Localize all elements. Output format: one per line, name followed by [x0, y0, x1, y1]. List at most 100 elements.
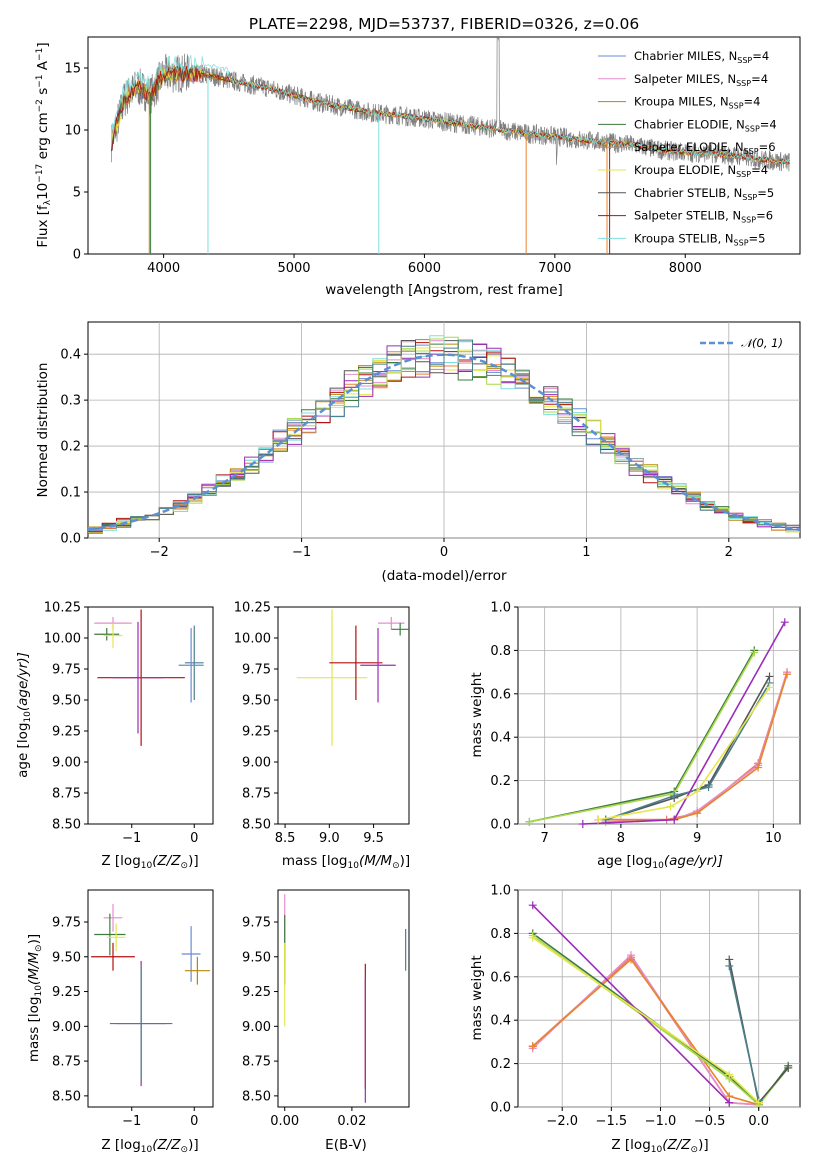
weight-marker: [704, 783, 713, 792]
legend-label: Kroupa ELODIE, NSSP=4: [634, 163, 768, 179]
weight-marker: [780, 618, 789, 627]
y-tick-label: 0.8: [490, 644, 511, 659]
x-tick-label: 0.00: [270, 1114, 299, 1129]
x-tick-label: 9.5: [363, 831, 384, 846]
y-tick-label: 10.00: [44, 632, 81, 647]
weight-marker: [783, 670, 792, 679]
weight-line: [532, 904, 730, 1104]
y-tick-label: 0.2: [60, 440, 81, 455]
x-tick-label: 0: [190, 1114, 198, 1129]
x-tick-label: 2: [725, 545, 733, 560]
weight-marker: [693, 809, 702, 818]
y-tick-label: 9.75: [242, 915, 271, 930]
y-tick-label: 0.0: [490, 818, 511, 833]
x-tick-label: 9.0: [319, 831, 340, 846]
x-tick-label: −2.0: [546, 1114, 578, 1129]
weight-marker: [754, 1098, 763, 1107]
mass-vs-extinction-panel: E(B-V) 0.00 0.02 8.50 8.75 9.00 9.25 9.50 9.75: [242, 889, 410, 1153]
normal-legend-label: 𝒩(0, 1): [741, 336, 783, 350]
ageZ-ylabel: age [log10(age/yr)]: [15, 652, 33, 778]
weight-marker: [725, 1098, 734, 1107]
y-tick-label: 5: [73, 186, 81, 201]
y-tick-label: 9.75: [52, 663, 81, 678]
x-tick-label: 0: [190, 831, 198, 846]
y-tick-label: 0.2: [490, 774, 511, 789]
massZ-xlabel: Z [log10(Z/Z⊙)]: [101, 1137, 198, 1155]
x-tick-label: −1.0: [645, 1114, 677, 1129]
legend-label: Salpeter MILES, NSSP=4: [634, 72, 768, 88]
x-tick-label: −1: [122, 831, 141, 846]
massE-xlabel: E(B-V): [325, 1137, 367, 1153]
x-tick-label: 7000: [538, 261, 571, 276]
spectrum-lines: [111, 37, 790, 254]
legend-label: Salpeter ELODIE, NSSP=6: [634, 140, 776, 156]
x-tick-label: 5000: [277, 261, 310, 276]
y-tick-label: 9.25: [242, 985, 271, 1000]
legend-label: Kroupa STELIB, NSSP=5: [634, 231, 765, 247]
y-tick-label: 8.75: [52, 1055, 81, 1070]
weight-marker: [666, 802, 675, 811]
x-tick-label: −1: [122, 1114, 141, 1129]
y-tick-label: 0.4: [490, 1014, 511, 1029]
model-spectrum-line: [111, 55, 790, 165]
x-tick-label: 1: [582, 545, 590, 560]
y-tick-label: 0.1: [60, 486, 81, 501]
residual-panel: (data-model)/error Normed distribution −…: [35, 321, 801, 584]
y-tick-label: 0.2: [490, 1057, 511, 1072]
x-tick-label: −0.5: [694, 1114, 726, 1129]
y-tick-label: 8.75: [52, 787, 81, 802]
y-tick-label: 10.25: [44, 601, 81, 616]
spectrum-xlabel: wavelength [Angstrom, rest frame]: [325, 282, 563, 298]
figure-title: PLATE=2298, MJD=53737, FIBERID=0326, z=0…: [249, 15, 639, 33]
x-tick-label: −2: [150, 545, 169, 560]
weight-marker: [784, 1063, 793, 1072]
weight-vs-age-panel: age [log10(age/yr)] mass weight 7 8 9 10 0.0…: [469, 601, 801, 871]
x-tick-label: 8.5: [275, 831, 296, 846]
y-tick-label: 8.50: [242, 1089, 271, 1104]
wAge-xlabel: age [log10(age/yr)]: [597, 853, 723, 871]
y-tick-label: 0.3: [60, 394, 81, 409]
wZ-xlabel: Z [log10(Z/Z⊙)]: [611, 1137, 708, 1155]
y-tick-label: 0.6: [490, 970, 511, 985]
y-tick-label: 9.75: [52, 915, 81, 930]
x-tick-label: 0.02: [337, 1114, 366, 1129]
weight-line: [532, 958, 759, 1106]
weight-marker: [765, 683, 774, 692]
y-tick-label: 9.25: [52, 985, 81, 1000]
y-tick-label: 9.50: [52, 950, 81, 965]
y-tick-label: 9.00: [242, 756, 271, 771]
legend-label: Chabrier ELODIE, NSSP=4: [634, 117, 777, 133]
age-vs-mass-errorbars: [296, 609, 409, 746]
spectrum-panel: wavelength [Angstrom, rest frame] Flux […: [35, 36, 801, 298]
y-tick-label: 0.8: [490, 927, 511, 942]
y-tick-label: 1.0: [490, 601, 511, 616]
y-tick-label: 9.50: [242, 950, 271, 965]
y-tick-label: 8.75: [242, 787, 271, 802]
mass-vs-metallicity-panel: Z [log10(Z/Z⊙)] mass [log10(M/M⊙)] −1 0 8.…: [26, 889, 214, 1155]
x-tick-label: 9: [693, 831, 701, 846]
weight-marker: [528, 1042, 537, 1051]
x-tick-label: 8000: [669, 261, 702, 276]
weight-marker: [693, 787, 702, 796]
x-tick-label: 0.0: [748, 1114, 769, 1129]
y-tick-label: 9.50: [52, 694, 81, 709]
y-tick-label: 9.00: [242, 1020, 271, 1035]
weight-line: [597, 686, 771, 821]
residual-histogram: [88, 339, 800, 531]
y-tick-label: 9.00: [52, 1020, 81, 1035]
weight-marker: [626, 955, 635, 964]
age-vs-metallicity-panel: Z [log10(Z/Z⊙)] age [log10(age/yr)] −1 0 8…: [15, 601, 214, 871]
x-tick-label: 7: [541, 831, 549, 846]
age-vs-mass-panel: mass [log10(M/M⊙)] 8.5 9.0 9.5 8.50 8.75 9.00…: [234, 601, 410, 872]
y-tick-label: 15: [64, 62, 81, 77]
x-tick-label: 4000: [147, 261, 180, 276]
weight-vs-age-lines: [525, 618, 792, 828]
x-tick-label: 6000: [408, 261, 441, 276]
residual-xlabel: (data-model)/error: [381, 568, 507, 584]
spectrum-ylabel: Flux [fλ10−17 erg cm−2 s−1 A−1]: [35, 42, 53, 247]
ageZ-xlabel: Z [log10(Z/Z⊙)]: [101, 853, 198, 871]
normal-curve: [87, 353, 801, 532]
weight-marker: [750, 648, 759, 657]
y-tick-label: 9.75: [242, 663, 271, 678]
